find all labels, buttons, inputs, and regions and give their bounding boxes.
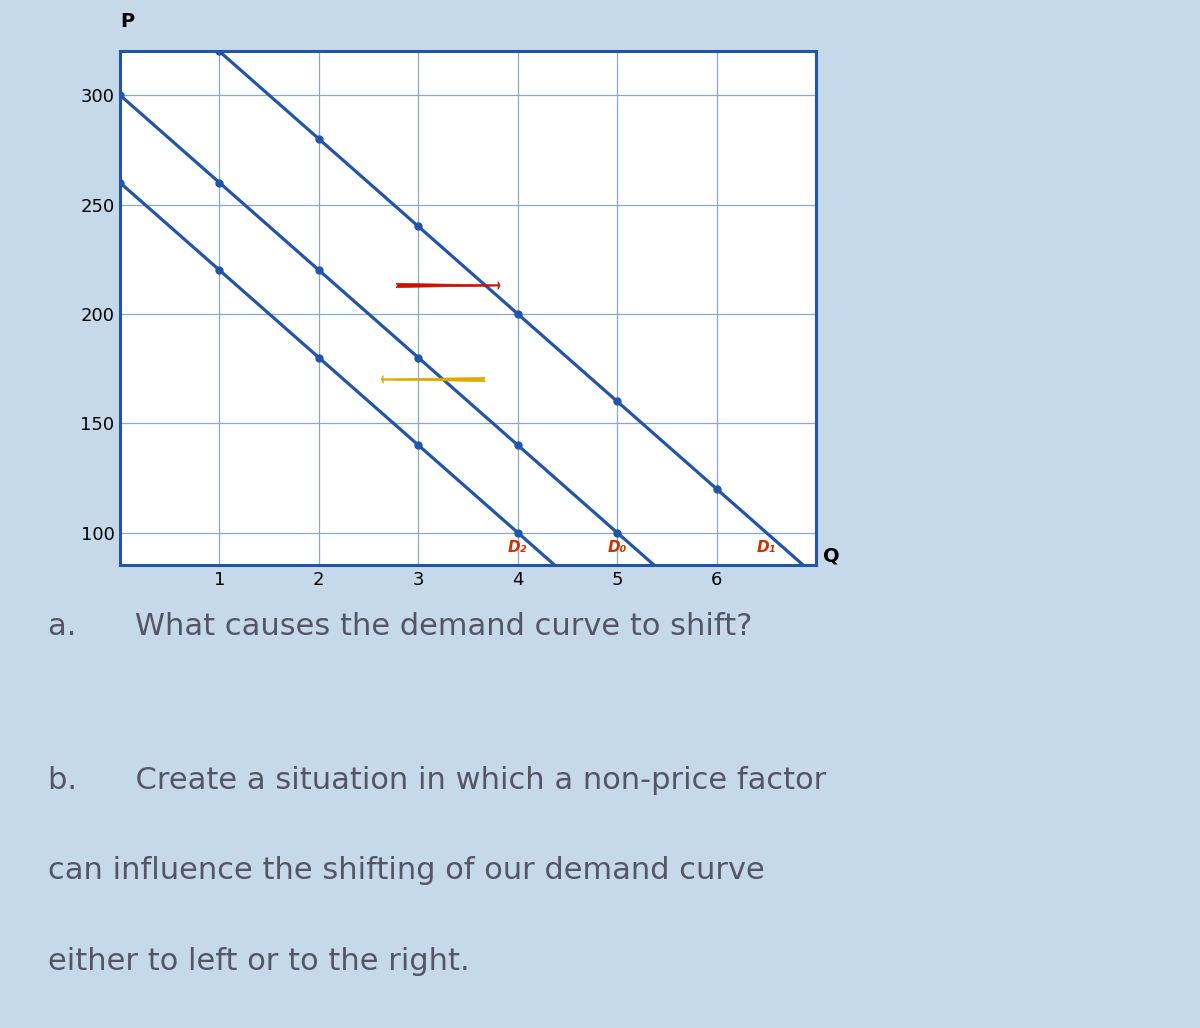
Text: D₀: D₀ xyxy=(607,541,626,555)
Text: b.      Create a situation in which a non-price factor: b. Create a situation in which a non-pri… xyxy=(48,766,827,795)
Text: P: P xyxy=(120,12,134,31)
Text: either to left or to the right.: either to left or to the right. xyxy=(48,947,469,976)
Text: D₁: D₁ xyxy=(757,541,776,555)
Text: can influence the shifting of our demand curve: can influence the shifting of our demand… xyxy=(48,856,764,885)
Text: D₂: D₂ xyxy=(508,541,527,555)
Text: a.      What causes the demand curve to shift?: a. What causes the demand curve to shift… xyxy=(48,612,752,640)
Text: Q: Q xyxy=(823,547,840,565)
